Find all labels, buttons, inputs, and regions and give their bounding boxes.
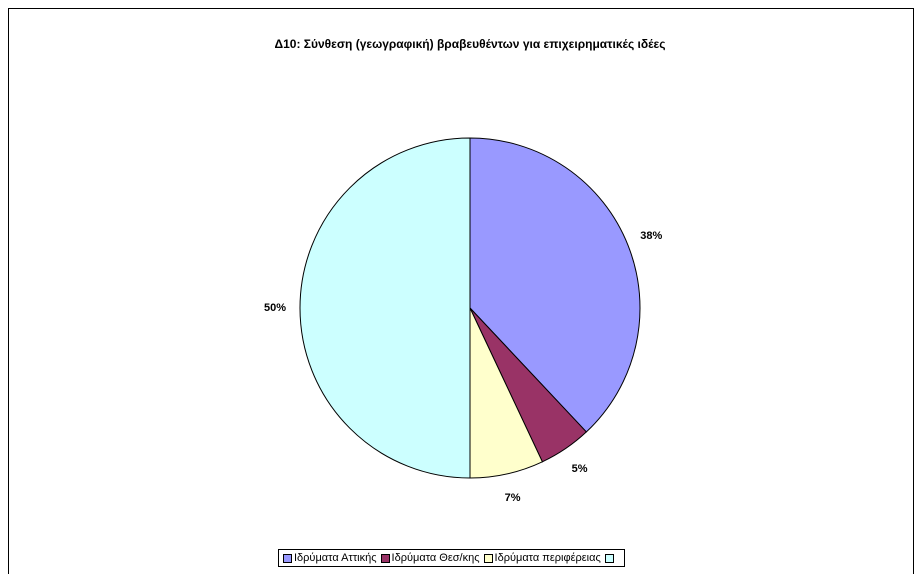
pie-slice: [469, 137, 641, 433]
data-label: 5%: [572, 463, 588, 475]
legend-label: Ιδρύματα Αττικής: [294, 552, 377, 564]
legend-label: Ιδρύματα Θεσ/κης: [391, 552, 480, 564]
legend-entry: Ιδρύματα Θεσ/κης: [380, 552, 480, 564]
legend-swatch: [604, 553, 614, 563]
legend-entry: [604, 553, 616, 563]
legend-swatch: [283, 553, 292, 563]
legend-label: Ιδρύματα περιφέρειας: [494, 552, 601, 564]
legend-swatch: [483, 553, 493, 563]
data-label: 38%: [640, 230, 662, 242]
data-label: 7%: [505, 492, 521, 504]
chart-frame: [8, 8, 914, 574]
data-label: 50%: [264, 302, 286, 314]
pie-slice: [299, 137, 471, 479]
chart-title: Δ10: Σύνθεση (γεωγραφική) βραβευθέντων γ…: [274, 37, 665, 51]
legend: Ιδρύματα Αττικής Ιδρύματα Θεσ/κης Ιδρύματα…: [278, 549, 625, 567]
legend-entry: Ιδρύματα περιφέρειας: [483, 552, 601, 564]
legend-swatch: [380, 553, 390, 563]
legend-entry: Ιδρύματα Αττικής: [283, 552, 377, 564]
